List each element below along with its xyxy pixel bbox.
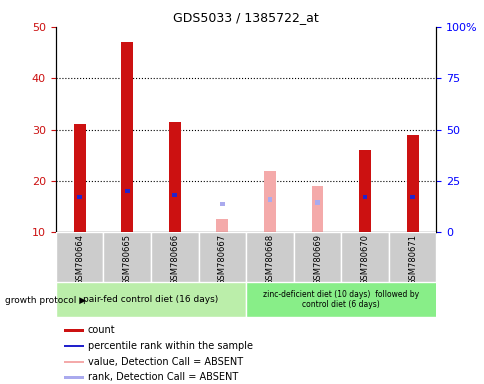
Bar (245, 232, 293, 282)
Text: GSM780667: GSM780667 (217, 234, 227, 285)
Bar (216, 220, 228, 232)
Bar (388, 232, 436, 282)
Text: GSM780671: GSM780671 (408, 234, 416, 285)
Bar (359, 150, 370, 232)
Bar (151, 232, 198, 282)
Text: zinc-deficient diet (10 days)  followed by
control diet (6 days): zinc-deficient diet (10 days) followed b… (263, 290, 419, 309)
Title: GDS5033 / 1385722_at: GDS5033 / 1385722_at (173, 11, 318, 24)
Bar (56, 232, 103, 282)
Text: growth protocol ▶: growth protocol ▶ (5, 296, 86, 305)
Text: GSM780670: GSM780670 (360, 234, 369, 285)
Bar (168, 122, 181, 232)
Bar (64, 361, 84, 363)
Bar (263, 170, 275, 232)
Text: pair-fed control diet (16 days): pair-fed control diet (16 days) (83, 295, 218, 304)
Bar (362, 195, 367, 199)
Bar (406, 135, 418, 232)
Bar (267, 197, 272, 202)
Bar (245, 282, 436, 317)
Bar (121, 42, 133, 232)
Bar (293, 232, 341, 282)
Text: GSM780665: GSM780665 (122, 234, 131, 285)
Bar (315, 200, 319, 205)
Bar (124, 189, 129, 193)
Text: GSM780669: GSM780669 (312, 234, 321, 285)
Bar (103, 232, 151, 282)
Text: rank, Detection Call = ABSENT: rank, Detection Call = ABSENT (88, 372, 238, 382)
Bar (56, 282, 245, 317)
Text: count: count (88, 326, 115, 336)
Bar (77, 195, 82, 199)
Bar (341, 232, 388, 282)
Text: value, Detection Call = ABSENT: value, Detection Call = ABSENT (88, 357, 242, 367)
Bar (64, 345, 84, 347)
Bar (198, 232, 245, 282)
Bar (64, 376, 84, 379)
Bar (172, 193, 177, 197)
Bar (409, 195, 414, 199)
Bar (220, 202, 224, 205)
Bar (311, 186, 323, 232)
Text: GSM780666: GSM780666 (170, 234, 179, 285)
Bar (74, 124, 85, 232)
Bar (64, 329, 84, 332)
Text: percentile rank within the sample: percentile rank within the sample (88, 341, 252, 351)
Text: GSM780664: GSM780664 (75, 234, 84, 285)
Text: GSM780668: GSM780668 (265, 234, 274, 285)
